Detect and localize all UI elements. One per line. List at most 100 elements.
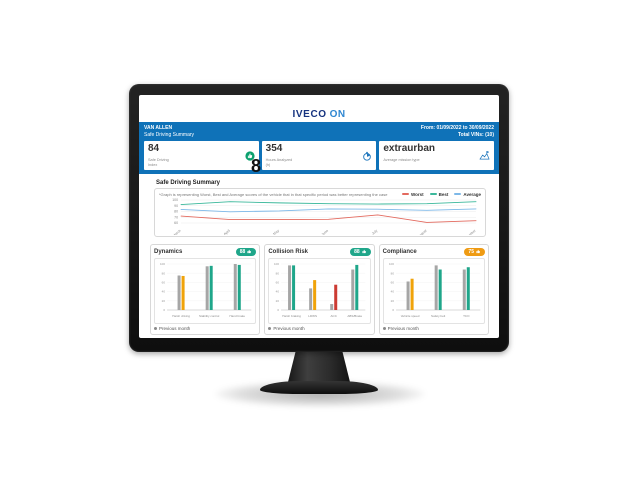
svg-text:100: 100	[160, 262, 165, 266]
svg-text:Hand brake: Hand brake	[230, 314, 246, 318]
iveco-on-logo-text: ON	[329, 109, 346, 120]
svg-text:Harsh driving: Harsh driving	[172, 314, 190, 318]
kpi-text: 354 Hours Analyzed (h)	[266, 144, 293, 168]
svg-text:20: 20	[162, 299, 166, 303]
svg-text:ABS/Brake: ABS/Brake	[348, 314, 363, 318]
svg-text:100: 100	[172, 198, 178, 202]
svg-text:April: April	[223, 228, 231, 234]
svg-text:80: 80	[276, 271, 280, 275]
svg-text:20: 20	[390, 299, 394, 303]
score-badge: 75	[464, 247, 485, 256]
svg-text:40: 40	[276, 290, 280, 294]
kpi-label: Average mission type	[383, 158, 420, 162]
svg-text:Harsh braking: Harsh braking	[283, 314, 302, 318]
card-title: Dynamics	[154, 248, 183, 255]
svg-text:0: 0	[163, 308, 165, 312]
svg-text:80: 80	[162, 271, 166, 275]
card-head: Dynamics 88	[154, 247, 257, 256]
svg-text:Stability control: Stability control	[199, 314, 220, 318]
chart-card-collision-risk[interactable]: Collision Risk 88 0 20 40 60 80 100 Harsh brak…	[264, 243, 375, 335]
legend-item-best[interactable]: Best	[429, 192, 448, 197]
svg-text:90: 90	[174, 204, 178, 208]
svg-text:80: 80	[174, 210, 178, 214]
legend-item-worst[interactable]: Worst	[401, 192, 424, 197]
best-color-swatch	[429, 193, 437, 196]
bar-chart-svg: 0 20 40 60 80 100 Harsh driving Stability contr…	[160, 262, 252, 318]
driver-name: VAN ALLEN	[144, 125, 173, 131]
section-title: Safe Driving Summary	[156, 179, 221, 186]
card-title: Compliance	[382, 248, 417, 255]
kpi-value: 354	[265, 143, 283, 154]
svg-text:100: 100	[274, 262, 279, 266]
app-logo: IVECO ON	[139, 95, 499, 120]
card-legend: Previous month	[154, 326, 256, 331]
monitor-stand-base	[260, 381, 378, 394]
iveco-logo-text: IVECO	[292, 109, 327, 120]
kpi-card-hours-analyzed[interactable]: 354 Hours Analyzed (h)	[261, 141, 377, 170]
chart-card-dynamics[interactable]: Dynamics 88 0 20 40 60 80 100 Harsh driving Sta…	[150, 243, 261, 335]
svg-text:May: May	[272, 228, 280, 234]
svg-text:TCO: TCO	[463, 314, 470, 318]
kpi-value: extraurban	[383, 143, 436, 154]
line-chart-legend: Worst Best Average	[401, 192, 481, 197]
svg-text:60: 60	[390, 280, 394, 284]
svg-text:0: 0	[278, 308, 280, 312]
header-left: VAN ALLEN Safe Driving Summary	[144, 125, 194, 138]
score-badge: 88	[235, 247, 257, 256]
date-range: From: 01/09/2022 to 30/09/2022	[420, 125, 494, 131]
card-head: Collision Risk 88	[268, 247, 371, 256]
kpi-text: extraurban Average mission type	[383, 144, 435, 168]
svg-text:40: 40	[162, 290, 166, 294]
svg-text:0: 0	[392, 308, 394, 312]
card-chart-frame: 0 20 40 60 80 100 Harsh braking LDWS ACC ABS/Brak…	[268, 257, 371, 324]
svg-text:70: 70	[174, 215, 178, 219]
legend-item-average[interactable]: Average	[454, 192, 481, 197]
kpi-row: 84 Safe Driving Index 354 Hours Analyzed…	[144, 141, 495, 170]
header-right: From: 01/09/2022 to 30/09/2022 Total VIN…	[421, 125, 494, 138]
svg-text:60: 60	[174, 221, 178, 225]
svg-text:100: 100	[389, 262, 394, 266]
thumbs-up-icon	[362, 250, 366, 254]
svg-text:20: 20	[276, 299, 280, 303]
bar-charts-row: Dynamics 88 0 20 40 60 80 100 Harsh driving Sta…	[150, 243, 489, 335]
total-vins: Total VINs: (10)	[457, 131, 494, 138]
thumbs-up-icon	[476, 250, 480, 254]
card-title: Collision Risk	[268, 248, 309, 255]
header-subtitle: Safe Driving Summary	[144, 131, 195, 138]
kpi-card-safe-driving-index[interactable]: 84 Safe Driving Index	[144, 141, 259, 170]
timer-icon	[362, 151, 372, 161]
svg-text:June: June	[321, 229, 329, 235]
kpi-card-mission-type[interactable]: extraurban Average mission type	[379, 141, 495, 170]
previous-month-dot	[268, 326, 272, 330]
stray-glyph: 8	[251, 156, 262, 176]
header-bar: VAN ALLEN Safe Driving Summary From: 01/…	[144, 125, 494, 138]
thumbs-up-icon	[245, 151, 255, 161]
average-color-swatch	[454, 193, 462, 196]
svg-text:Safety belt: Safety belt	[431, 314, 445, 318]
bar-chart-svg: 0 20 40 60 80 100 Vehicle speed Safety belt TCO	[389, 262, 480, 318]
svg-text:40: 40	[390, 290, 394, 294]
mission-type-icon	[479, 150, 490, 161]
chart-card-compliance[interactable]: Compliance 75 0 20 40 60 80 100 Vehicle speed S…	[378, 243, 489, 335]
worst-color-swatch	[401, 193, 409, 196]
svg-text:60: 60	[162, 280, 166, 284]
svg-text:July: July	[371, 228, 379, 234]
svg-text:80: 80	[390, 271, 394, 275]
kpi-label: Hours Analyzed (h)	[265, 158, 293, 167]
panel-top: *Graph is representing Worst, Best and A…	[159, 192, 481, 197]
bar-chart-svg: 0 20 40 60 80 100 Harsh braking LDWS ACC ABS/Brak…	[274, 262, 366, 318]
svg-text:Vehicle speed: Vehicle speed	[400, 314, 419, 318]
card-chart-frame: 0 20 40 60 80 100 Vehicle speed Safety belt TCO	[382, 257, 485, 324]
score-badge: 88	[350, 247, 371, 256]
monitor-stand-neck	[287, 350, 351, 386]
card-head: Compliance 75	[382, 247, 485, 256]
summary-chart-panel[interactable]: *Graph is representing Worst, Best and A…	[154, 187, 486, 237]
card-chart-frame: 0 20 40 60 80 100 Harsh driving Stability contr…	[154, 257, 257, 324]
svg-text:September: September	[461, 228, 477, 235]
svg-text:March: March	[172, 229, 182, 235]
monitor-screen: IVECO ON VAN ALLEN Safe Driving Summary F…	[139, 95, 499, 338]
svg-text:60: 60	[276, 280, 280, 284]
dashboard-header-band: VAN ALLEN Safe Driving Summary From: 01/…	[139, 122, 499, 174]
svg-text:August: August	[417, 229, 428, 235]
